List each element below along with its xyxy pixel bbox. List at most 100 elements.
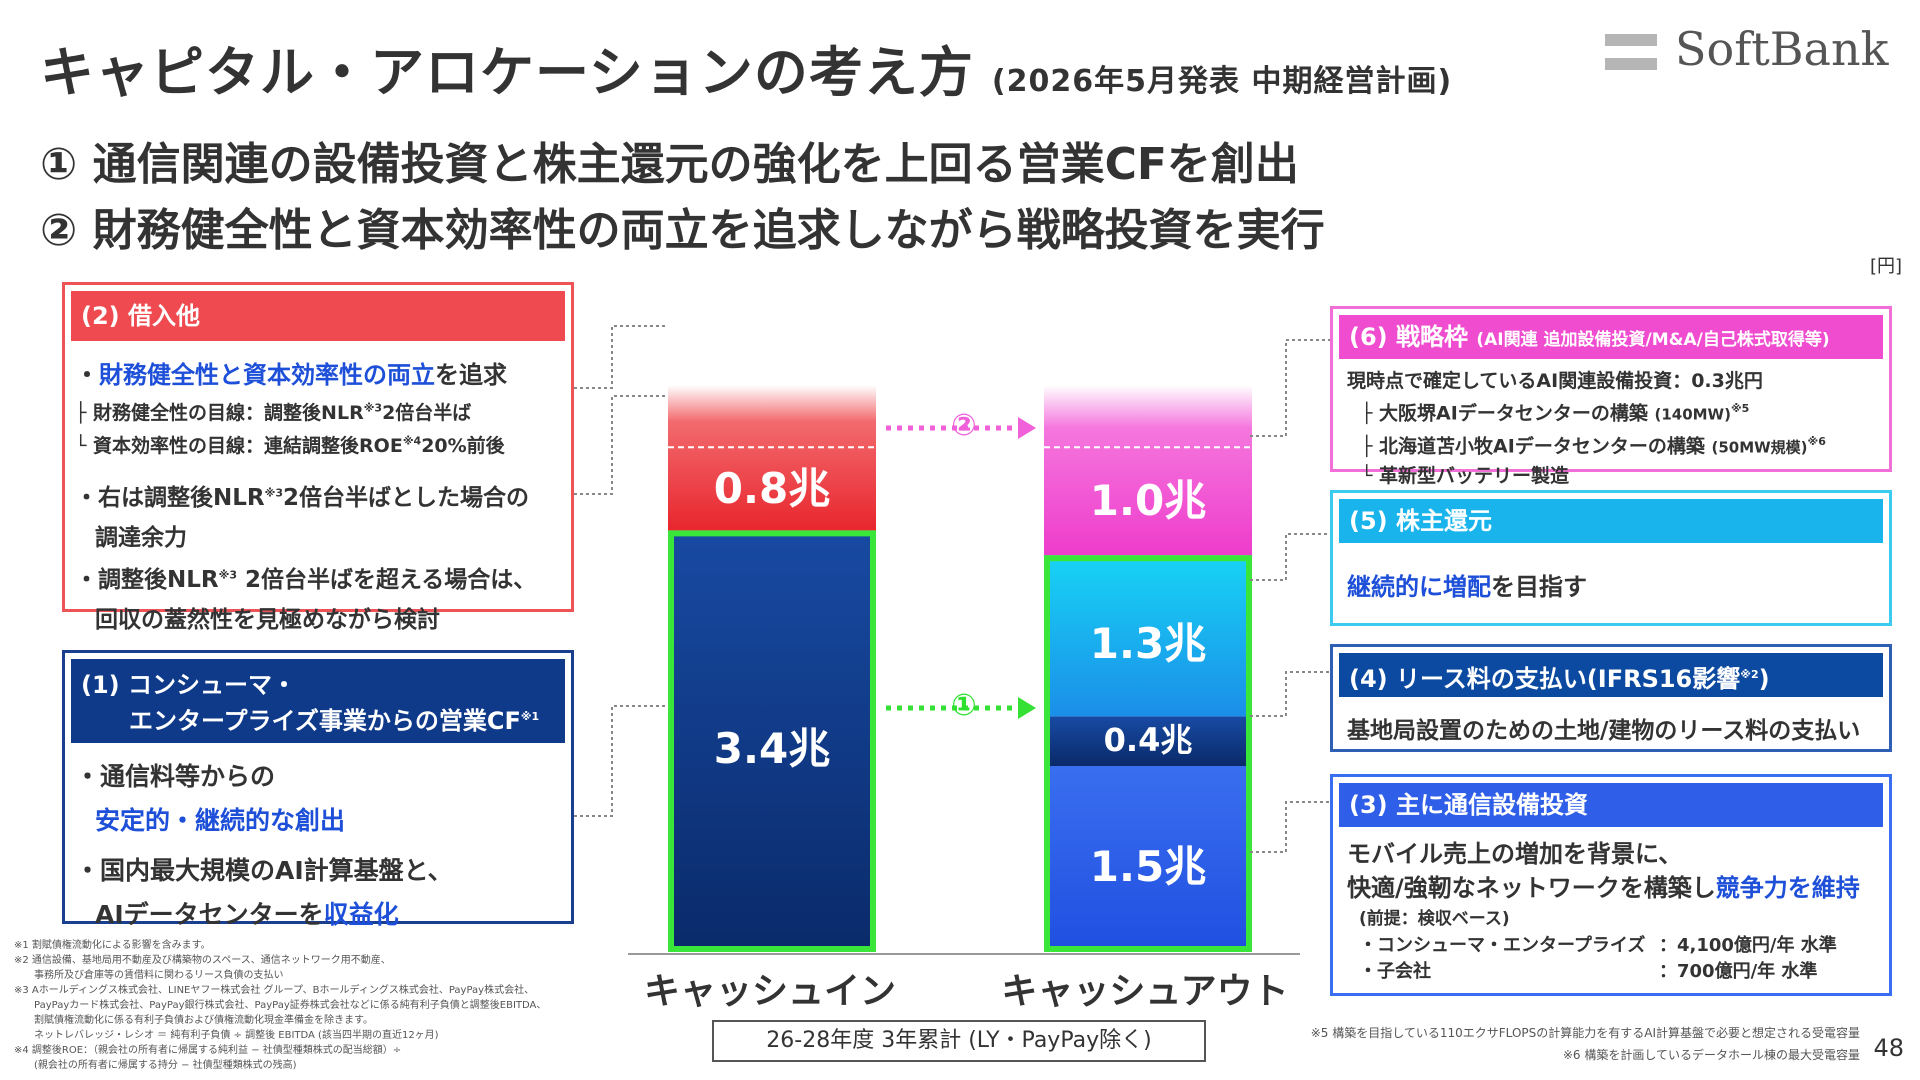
operating-cf-box: (1) コンシューマ・ エンタープライズ事業からの営業CF※1 ・通信料等からの… [62,650,574,929]
borrow-l4: ・右は調整後NLR [75,485,265,511]
borrow-l2: ├ 財務健全性の目線：調整後NLR [75,402,364,424]
footnote-5: ※5 構築を目指している110エクサFLOPSの計算能力を有するAI計算基盤で必… [1310,1026,1860,1040]
opcf-l4-highlight: 収益化 [323,900,399,929]
bar-label-cash-out-shareholder: 1.3兆 [1089,618,1207,668]
strategic-l3: ├ 北海道苫小牧AIデータセンターの構築 [1361,435,1705,458]
bar-label-cash-in-opcf: 3.4兆 [713,724,831,774]
borrow-l6-end: 2倍台半ばを超える場合は、 [236,567,537,593]
logo-bar-top [1605,34,1657,46]
strategic-l4: └ 革新型バッテリー製造 [1361,464,1570,487]
shareholder-box-body: 継続的に増配を目指す [1347,567,1879,602]
title-text: キャピタル・アロケーションの考え方 [40,41,974,104]
borrow-l2-sup: ※3 [363,401,383,415]
borrow-l4-end: 2倍台半ばとした場合の [282,485,529,511]
strategic-head-text: (6) 戦略枠 [1349,323,1468,351]
arrow-1-head [1018,697,1036,719]
bar-cash-out-segment-1 [1044,716,1252,766]
green-outline-cash-out [1044,555,1252,952]
bar-cash-out-segment-3 [1044,385,1252,556]
shareholder-l1-end: を目指す [1491,573,1587,601]
bar-cash-in-segment-0 [668,530,876,952]
strategic-box-head: (6) 戦略枠 (AI関連 追加設備投資/M&A/自己株式取得等) [1339,315,1883,359]
bar-label-cash-out-lease: 0.4兆 [1103,721,1193,760]
shareholder-highlight: 継続的に増配 [1347,573,1491,601]
category-cash-out: キャッシュアウト [1001,971,1289,1012]
arrow-label-1: ① [951,688,977,723]
borrow-highlight: 財務健全性と資本効率性の両立 [99,361,435,389]
lease-head-end: ) [1758,665,1770,693]
operating-cf-box-head: (1) コンシューマ・ エンタープライズ事業からの営業CF※1 [71,659,565,743]
shareholder-box: (5) 株主還元 継続的に増配を目指す [1330,490,1892,626]
logo-bar-bottom [1605,58,1657,70]
strategic-l2-sup: ※5 [1730,402,1750,415]
lease-box: (4) リース料の支払い(IFRS16影響※2) 基地局設置のための土地/建物の… [1330,644,1892,752]
footnotes-left: ※1 割賦債権流動化による影響を含みます。 ※2 通信設備、基地局用不動産及び構… [14,938,546,1073]
strategic-l3-sup: ※6 [1807,435,1826,449]
borrowing-box-body: ・財務健全性と資本効率性の両立を追求 ├ 財務健全性の目線：調整後NLR※32倍… [75,355,561,634]
lease-l1: 基地局設置のための土地/建物のリース料の支払い [1347,718,1861,744]
footnote-1: ※1 割賦債権流動化による影響を含みます。 [14,940,211,951]
strategic-box: (6) 戦略枠 (AI関連 追加設備投資/M&A/自己株式取得等) 現時点で確定… [1330,306,1892,487]
borrow-bullet: ・ [75,361,99,389]
capex-l4-label: ・コンシューマ・エンタープライズ [1359,935,1646,956]
chart-caption: 26-28年度 3年累計 (LY・PayPay除く) [712,1020,1206,1062]
bar-cash-out-segment-2 [1044,555,1252,717]
headline-point-2: ② 財務健全性と資本効率性の両立を追求しながら戦略投資を実行 [40,205,1325,256]
arrow-label-2: ② [951,408,977,443]
arrow-2-head [1018,417,1036,439]
footnote-2a: ※2 通信設備、基地局用不動産及び構築物のスペース、通信ネットワーク用不動産、 [14,955,391,966]
capex-l2: 快適/強靭なネットワークを構築し [1347,874,1716,902]
capex-l1: モバイル売上の増加を背景に、 [1347,840,1683,868]
lease-head-sup: ※2 [1740,668,1759,681]
bar-cash-out-segment-0 [1044,766,1252,952]
opcf-l2: 安定的・継続的な創出 [95,806,346,835]
footnote-3d: ネットレバレッジ・レシオ ＝ 純有利子負債 ÷ 調整後 EBITDA (該当四半… [14,1030,439,1041]
borrowing-box-head: (2) 借入他 [71,291,565,341]
footnote-3b: PayPayカード株式会社、PayPay銀行株式会社、PayPay証券株式会社な… [14,1000,547,1011]
bar-label-cash-out-strategic: 1.0兆 [1089,476,1207,526]
footnote-4b: (親会社の所有者に帰属する持分 − 社債型種類株式の残高) [14,1060,297,1071]
strategic-l2-small: (140MW) [1654,405,1731,424]
footnote-2b: 事務所及び倉庫等の賃借料に関わるリース負債の支払い [14,970,284,981]
borrow-l6-sup: ※3 [218,568,237,582]
lease-box-head: (4) リース料の支払い(IFRS16影響※2) [1339,653,1883,697]
headline-point-1: ① 通信関連の設備投資と株主還元の強化を上回る営業CFを創出 [40,139,1299,190]
borrow-l3: └ 資本効率性の目線：連結調整後ROE [75,435,403,457]
shareholder-box-head: (5) 株主還元 [1339,499,1883,543]
page-title: キャピタル・アロケーションの考え方 (2026年5月発表 中期経営計画) [40,28,1452,107]
cash-flow-chart [628,385,1300,955]
borrow-l4-sup: ※3 [264,486,283,500]
softbank-logo: SoftBank [1605,22,1895,84]
capex-box: (3) 主に通信設備投資 モバイル売上の増加を背景に、 快適/強靭なネットワーク… [1330,774,1892,996]
capex-l2-highlight: 競争力を維持 [1715,874,1860,902]
borrow-l3-sup: ※4 [402,434,422,448]
lease-box-body: 基地局設置のための土地/建物のリース料の支払い [1347,711,1879,745]
borrow-l2-end: 2倍台半ば [382,402,472,424]
strategic-box-body: 現時点で確定しているAI関連設備投資：0.3兆円 ├ 大阪堺AIデータセンターの… [1347,367,1879,490]
borrowing-box: (2) 借入他 ・財務健全性と資本効率性の両立を追求 ├ 財務健全性の目線：調整… [62,282,574,633]
borrow-l1-end: を追求 [435,361,507,389]
footnote-4a: ※4 調整後ROE：（親会社の所有者に帰属する純利益 − 社債型種類株式の配当総… [14,1045,402,1056]
green-outline-cash-in [668,530,876,952]
opcf-head-line1: (1) コンシューマ・ [81,671,296,699]
opcf-l4: AIデータセンターを [95,900,324,929]
opcf-l3: ・国内最大規模のAI計算基盤と、 [75,856,453,885]
strategic-head-small: (AI関連 追加設備投資/M&A/自己株式取得等) [1476,330,1830,350]
capex-l5-label: ・子会社 [1359,961,1431,982]
title-subtitle: (2026年5月発表 中期経営計画) [991,64,1453,99]
strategic-l1: 現時点で確定しているAI関連設備投資：0.3兆円 [1347,370,1763,392]
footnote-3c: 割賦債権流動化に係る有利子負債および債権流動化現金準備金を除きます。 [14,1015,373,1026]
bar-cash-in-segment-1 [668,385,876,531]
unit-label: [円] [1869,256,1902,277]
strategic-l2: ├ 大阪堺AIデータセンターの構築 [1361,402,1648,425]
opcf-head-sup: ※1 [520,710,540,723]
borrow-l5: 調達余力 [95,525,187,551]
logo-text: SoftBank [1675,22,1889,76]
capex-l3: (前提：検収ベース) [1359,909,1510,929]
capex-box-body: モバイル売上の増加を背景に、 快適/強靭なネットワークを構築し競争力を維持 (前… [1347,837,1879,985]
bar-label-cash-out-capex: 1.5兆 [1089,842,1207,891]
page-number: 48 [1873,1034,1904,1062]
strategic-l3-small: (50MW規模) [1711,438,1808,457]
borrow-l6: ・調整後NLR [75,567,219,593]
capex-l4-value: ：4,100億円/年 水準 [1659,935,1837,956]
